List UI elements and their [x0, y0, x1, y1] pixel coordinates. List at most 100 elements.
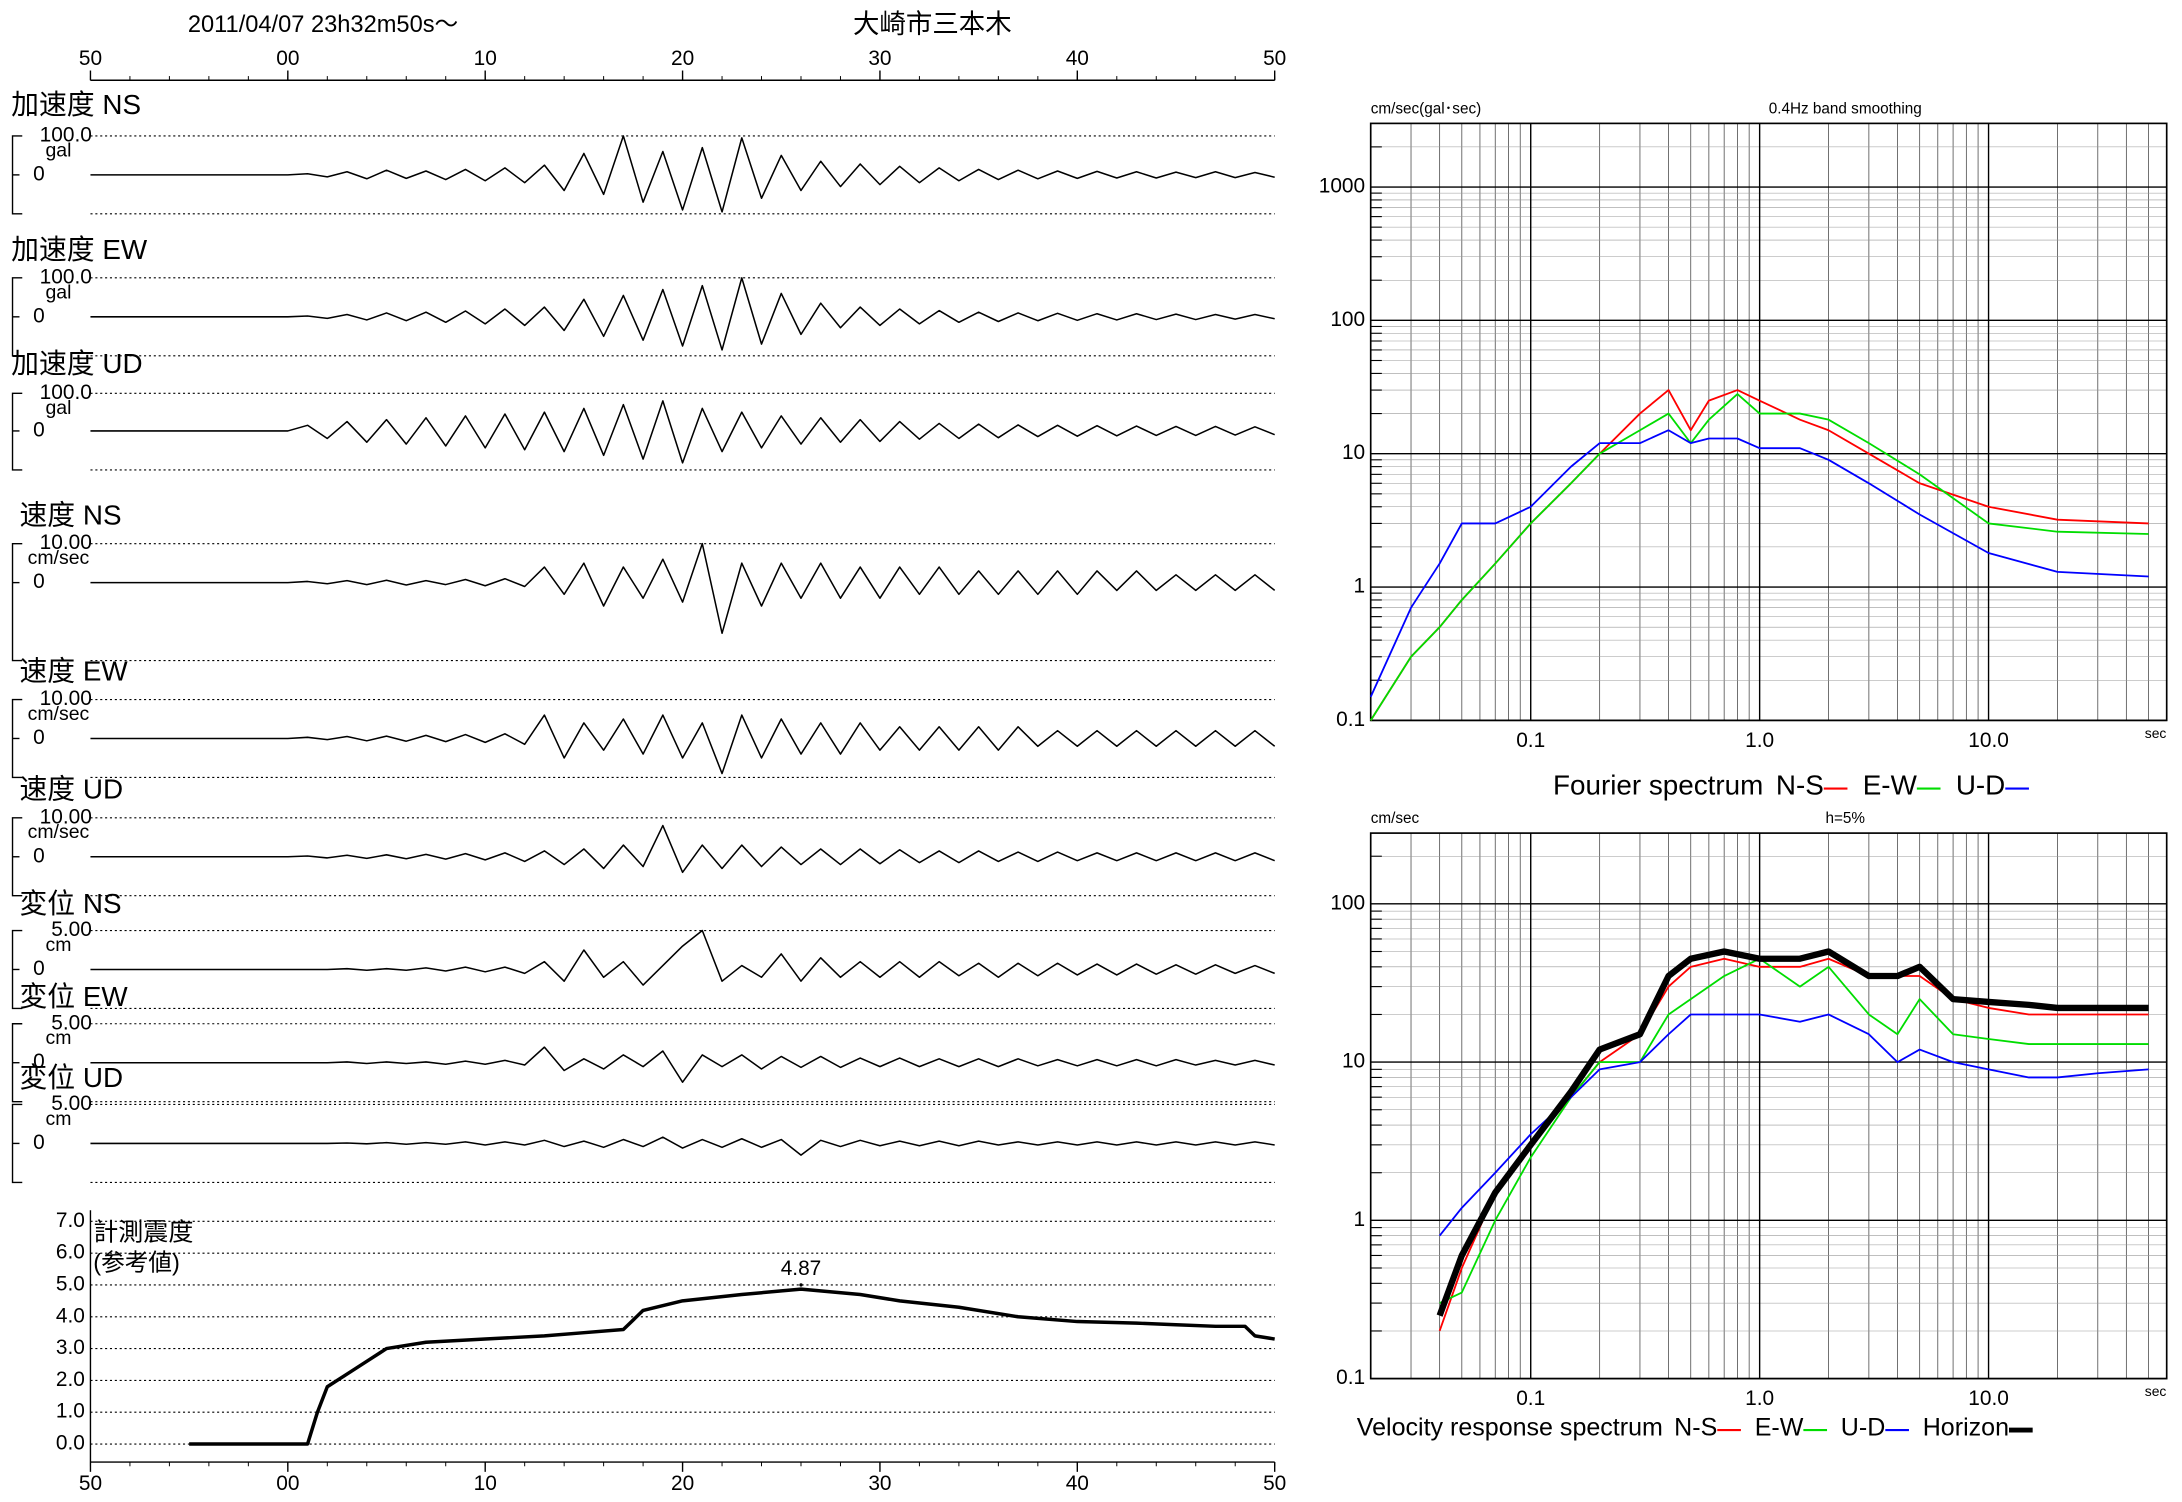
x-tick-label: 00 — [276, 47, 299, 70]
scale-label: 100.0 — [40, 123, 92, 146]
unit-label: gal — [45, 281, 71, 303]
waveform-trace — [90, 824, 1275, 874]
scale-label: 10.00 — [40, 531, 92, 554]
x-tick-label: 0.1 — [1516, 729, 1545, 752]
y-tick-label: 5.0 — [56, 1272, 85, 1295]
x-tick-label: 50 — [79, 1472, 102, 1495]
x-tick-label: 10 — [474, 1472, 497, 1495]
spectrum-line — [1369, 429, 2149, 698]
x-tick-label: 50 — [1263, 47, 1286, 70]
y-tick-label: 1000 — [1319, 175, 1365, 198]
panel-title: 速度 NS — [19, 500, 121, 531]
legend-label: U-D — [1956, 770, 2005, 801]
panel-title: 速度 EW — [19, 655, 128, 686]
y-tick-label: 6.0 — [56, 1241, 85, 1264]
y-tick-label: 2.0 — [56, 1368, 85, 1391]
chart-subtitle: h=5% — [1825, 810, 1865, 827]
legend-label: E-W — [1755, 1413, 1804, 1441]
y-tick-label: 1 — [1354, 575, 1366, 598]
x-axis-label: sec — [2145, 725, 2167, 741]
waveform-trace — [90, 542, 1276, 635]
x-tick-label: 00 — [276, 1472, 299, 1495]
waveform-trace — [90, 929, 1275, 986]
unit-label: cm — [45, 1027, 71, 1049]
scale-label: 100.0 — [40, 265, 92, 288]
waveform-trace — [90, 714, 1276, 775]
panel-title: 変位 NS — [19, 888, 121, 919]
scale-label: 10.00 — [40, 687, 92, 710]
y-tick-label: 4.0 — [56, 1304, 85, 1327]
x-tick-label: 1.0 — [1745, 729, 1774, 752]
x-tick-label: 10.0 — [1968, 729, 2009, 752]
unit-label: gal — [45, 139, 71, 161]
legend-title: Fourier spectrum — [1553, 770, 1763, 801]
scale-label: 5.00 — [51, 918, 92, 941]
x-tick-label: 30 — [868, 47, 891, 70]
zero-label: 0 — [33, 726, 45, 749]
unit-label: cm — [45, 1108, 71, 1130]
x-axis-label: sec — [2145, 1383, 2167, 1399]
x-tick-label: 40 — [1066, 47, 1089, 70]
x-tick-label: 0.1 — [1516, 1387, 1545, 1410]
unit-label: gal — [45, 397, 71, 419]
y-tick-label: 0.1 — [1336, 1366, 1365, 1389]
chart-title: 計測震度 — [93, 1218, 193, 1246]
zero-label: 0 — [33, 162, 45, 185]
x-tick-label: 20 — [671, 1472, 694, 1495]
panel-title: 加速度 NS — [11, 89, 141, 120]
y-tick-label: 1 — [1354, 1208, 1366, 1231]
zero-label: 0 — [33, 570, 45, 593]
x-tick-label: 50 — [79, 47, 102, 70]
y-tick-label: 7.0 — [56, 1209, 85, 1232]
station-name: 大崎市三本木 — [853, 9, 1012, 39]
spectrum-line — [1439, 957, 2149, 1304]
peak-label: 4.87 — [781, 1257, 822, 1280]
x-tick-label: 10.0 — [1968, 1387, 2009, 1410]
x-tick-label: 20 — [671, 47, 694, 70]
chart-subtitle: 0.4Hz band smoothing — [1769, 101, 1922, 118]
legend-label: N-S — [1776, 770, 1824, 801]
legend-label: U-D — [1841, 1413, 1886, 1441]
intensity-line — [189, 1287, 1275, 1446]
panel-title: 加速度 UD — [11, 348, 142, 379]
legend-label: N-S — [1674, 1413, 1717, 1441]
unit-label: cm — [45, 934, 71, 956]
scale-label: 5.00 — [51, 1011, 92, 1034]
y-tick-label: 10 — [1342, 441, 1365, 464]
panel-title: 変位 EW — [19, 981, 128, 1012]
y-tick-label: 0.1 — [1336, 708, 1365, 731]
panel-title: 加速度 EW — [11, 234, 148, 265]
panel-bracket — [11, 542, 23, 662]
y-axis-label: cm/sec — [1371, 810, 1420, 827]
x-tick-label: 30 — [868, 1472, 891, 1495]
y-tick-label: 100 — [1330, 308, 1365, 331]
y-tick-label: 100 — [1330, 891, 1365, 914]
x-tick-label: 10 — [474, 47, 497, 70]
y-tick-label: 3.0 — [56, 1336, 85, 1359]
record-date: 2011/04/07 23h32m50s〜 — [188, 12, 458, 38]
y-axis-label: cm/sec(gal･sec) — [1371, 101, 1482, 118]
zero-label: 0 — [33, 957, 45, 980]
legend-title: Velocity response spectrum — [1357, 1413, 1663, 1441]
y-tick-label: 0.0 — [56, 1432, 85, 1455]
chart-subtitle: (参考値) — [93, 1250, 180, 1277]
y-tick-label: 10 — [1342, 1050, 1365, 1073]
x-tick-label: 40 — [1066, 1472, 1089, 1495]
unit-label: cm/sec — [28, 547, 90, 569]
scale-label: 100.0 — [40, 381, 92, 404]
waveform-trace — [90, 1136, 1275, 1156]
waveform-trace — [90, 277, 1275, 351]
x-tick-label: 1.0 — [1745, 1387, 1774, 1410]
panel-title: 変位 UD — [19, 1062, 123, 1093]
scale-label: 10.00 — [40, 805, 92, 828]
x-tick-label: 50 — [1263, 1472, 1286, 1495]
plot-frame — [1369, 122, 2168, 722]
zero-label: 0 — [33, 1050, 45, 1073]
waveform-trace — [90, 135, 1275, 213]
spectrum-line — [1436, 948, 2149, 1317]
y-tick-label: 1.0 — [56, 1400, 85, 1423]
peak-marker — [799, 1283, 803, 1287]
waveform-trace — [90, 400, 1275, 464]
